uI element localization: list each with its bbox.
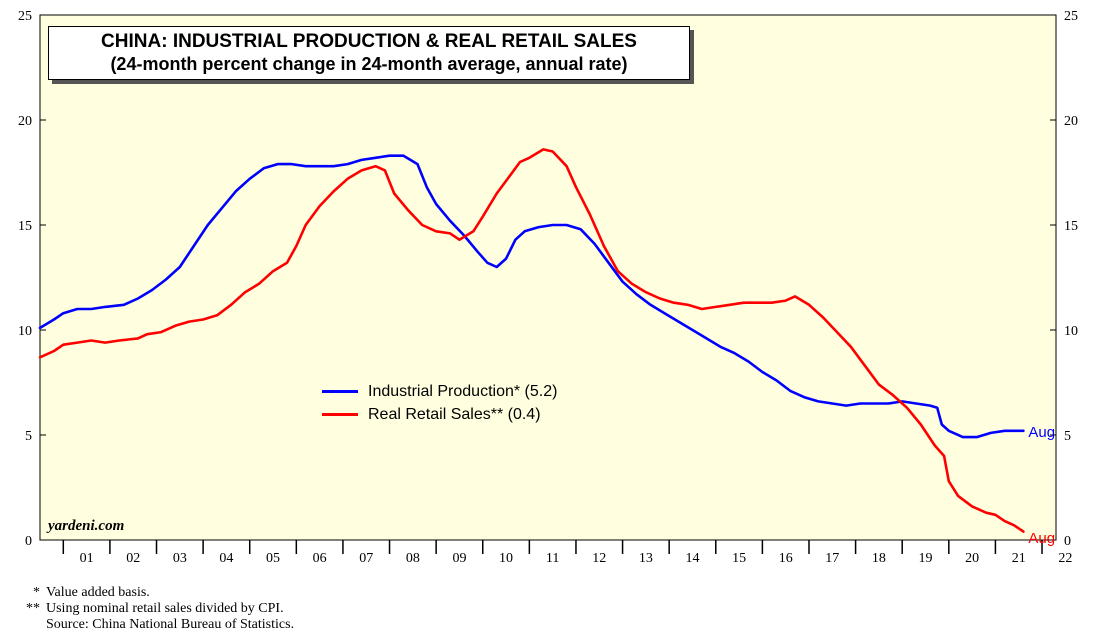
x-tick-label: 04 [219, 551, 233, 566]
x-tick-label: 14 [685, 551, 699, 566]
x-tick-label: 05 [266, 551, 280, 566]
y-tick-label-right: 20 [1064, 114, 1078, 129]
footnote-text: Using nominal retail sales divided by CP… [46, 601, 284, 616]
footnote: * Value added basis. [14, 585, 294, 601]
y-tick-label-right: 5 [1064, 429, 1071, 444]
x-tick-label: 15 [732, 551, 746, 566]
x-tick-label: 19 [919, 551, 933, 566]
x-tick-label: 12 [592, 551, 606, 566]
series-end-label: Aug [1028, 530, 1055, 547]
series-end-label: Aug [1028, 424, 1055, 441]
x-tick-label: 10 [499, 551, 513, 566]
footnote-mark: ** [26, 601, 40, 616]
x-tick-label: 08 [406, 551, 420, 566]
series-layer: Aug Aug [38, 148, 1055, 547]
legend-label: Industrial Production* (5.2) [368, 382, 558, 400]
chart-title-box: CHINA: INDUSTRIAL PRODUCTION & REAL RETA… [48, 26, 690, 80]
y-tick-label-left: 20 [18, 114, 32, 129]
y-tick-label-right: 25 [1064, 9, 1078, 24]
plot-area [39, 14, 1057, 541]
x-tick-label: 09 [452, 551, 466, 566]
x-tick-label: 17 [825, 551, 839, 566]
series-line-industrial-production [38, 154, 1025, 439]
x-tick-label: 07 [359, 551, 373, 566]
y-tick-label-left: 15 [18, 219, 32, 234]
y-tick-label-left: 25 [18, 9, 32, 24]
footnote-text: Value added basis. [46, 585, 150, 600]
y-tick-label-right: 10 [1064, 324, 1078, 339]
y-axis-right: 0 5 10 15 20 25 [1050, 9, 1078, 549]
y-tick-label-right: 15 [1064, 219, 1078, 234]
x-tick-label: 06 [313, 551, 327, 566]
y-axis-left: 0 5 10 15 20 25 [18, 9, 46, 549]
footnote-mark: * [33, 585, 40, 600]
chart-subtitle: (24-month percent change in 24-month ave… [110, 54, 628, 74]
x-tick-label: 03 [173, 551, 187, 566]
x-axis: 01 02 03 04 05 06 07 08 09 10 11 12 13 14 15 16 17 18 19 20… [62, 540, 1072, 566]
x-tick-label: 18 [872, 551, 886, 566]
x-tick-label: 20 [965, 551, 979, 566]
legend-swatch-red [322, 413, 358, 416]
brand-watermark: yardeni.com [48, 518, 125, 534]
footnotes: * Value added basis. ** Using nominal re… [14, 585, 294, 633]
series-line-real-retail-sales [38, 148, 1025, 533]
y-tick-label-left: 0 [25, 534, 32, 549]
x-tick-label: 02 [126, 551, 140, 566]
x-tick-label: 11 [546, 551, 559, 566]
legend-swatch-blue [322, 390, 358, 393]
x-tick-label: 22 [1058, 551, 1072, 566]
footnote-text: Source: China National Bureau of Statist… [46, 617, 295, 632]
legend: Industrial Production* (5.2) Real Retail… [322, 380, 557, 426]
footnote: ** Using nominal retail sales divided by… [14, 601, 294, 617]
footnote-mark [14, 617, 40, 633]
x-tick-label: 13 [639, 551, 653, 566]
legend-label: Real Retail Sales** (0.4) [368, 405, 541, 423]
chart-title: CHINA: INDUSTRIAL PRODUCTION & REAL RETA… [101, 31, 637, 52]
x-tick-label: 21 [1012, 551, 1026, 566]
y-tick-label-left: 10 [18, 324, 32, 339]
x-tick-label: 01 [80, 551, 94, 566]
legend-item-industrial-production: Industrial Production* (5.2) [322, 380, 557, 403]
x-tick-label: 16 [779, 551, 793, 566]
footnote: Source: China National Bureau of Statist… [14, 617, 294, 633]
legend-item-real-retail-sales: Real Retail Sales** (0.4) [322, 403, 557, 426]
y-tick-label-right: 0 [1064, 534, 1071, 549]
y-tick-label-left: 5 [25, 429, 32, 444]
